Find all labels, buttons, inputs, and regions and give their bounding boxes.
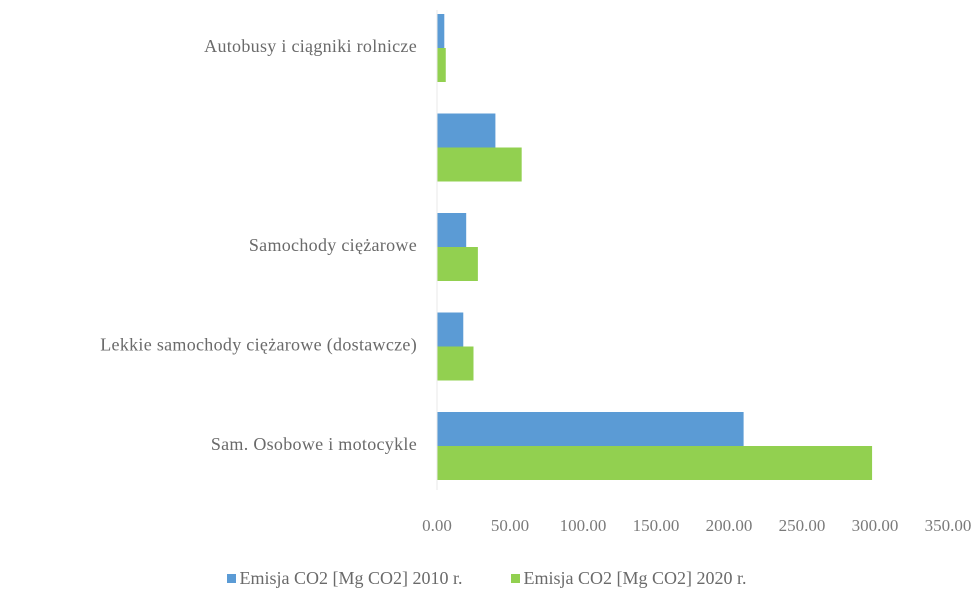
x-tick-label-7: 350.00: [925, 516, 972, 535]
x-tick-label-0: 0.00: [422, 516, 452, 535]
bar-2010-4: [437, 412, 744, 446]
bar-2020-0: [437, 48, 446, 82]
x-axis-tick-labels: 0.00 50.00 100.00 150.00 200.00 250.00 300.00 3…: [422, 516, 971, 535]
legend-item-2020: Emisja CO2 [Mg CO2] 2020 r.: [510, 568, 747, 589]
x-tick-label-2: 100.00: [560, 516, 607, 535]
legend-label-2010: Emisja CO2 [Mg CO2] 2010 r.: [239, 568, 463, 588]
legend: Emisja CO2 [Mg CO2] 2010 r. Emisja CO2 […: [0, 568, 973, 589]
x-tick-label-4: 200.00: [706, 516, 753, 535]
bar-2020-2: [437, 247, 478, 281]
x-tick-label-3: 150.00: [633, 516, 680, 535]
category-labels: Autobusy i ciągniki rolnicze Samochody ci…: [100, 36, 417, 454]
bar-2010-0: [437, 14, 445, 48]
bar-2010-1: [437, 113, 496, 148]
bar-2020-4: [437, 446, 873, 480]
category-label-4: Sam. Osobowe i motocykle: [211, 434, 417, 454]
legend-swatch-2010: [226, 574, 236, 583]
x-tick-label-5: 250.00: [779, 516, 826, 535]
category-label-2: Samochody ciężarowe: [249, 235, 417, 255]
bar-2020-3: [437, 346, 474, 381]
bars: [437, 14, 873, 480]
legend-label-2020: Emisja CO2 [Mg CO2] 2020 r.: [523, 568, 747, 588]
bar-2010-3: [437, 312, 464, 347]
x-tick-label-6: 300.00: [852, 516, 899, 535]
bar-2020-1: [437, 147, 522, 182]
legend-swatch-2020: [510, 574, 520, 583]
legend-item-2010: Emisja CO2 [Mg CO2] 2010 r.: [226, 568, 463, 589]
x-tick-label-1: 50.00: [491, 516, 529, 535]
category-label-0: Autobusy i ciągniki rolnicze: [204, 36, 417, 56]
bar-2010-2: [437, 213, 467, 247]
category-label-3: Lekkie samochody ciężarowe (dostawcze): [100, 335, 417, 356]
